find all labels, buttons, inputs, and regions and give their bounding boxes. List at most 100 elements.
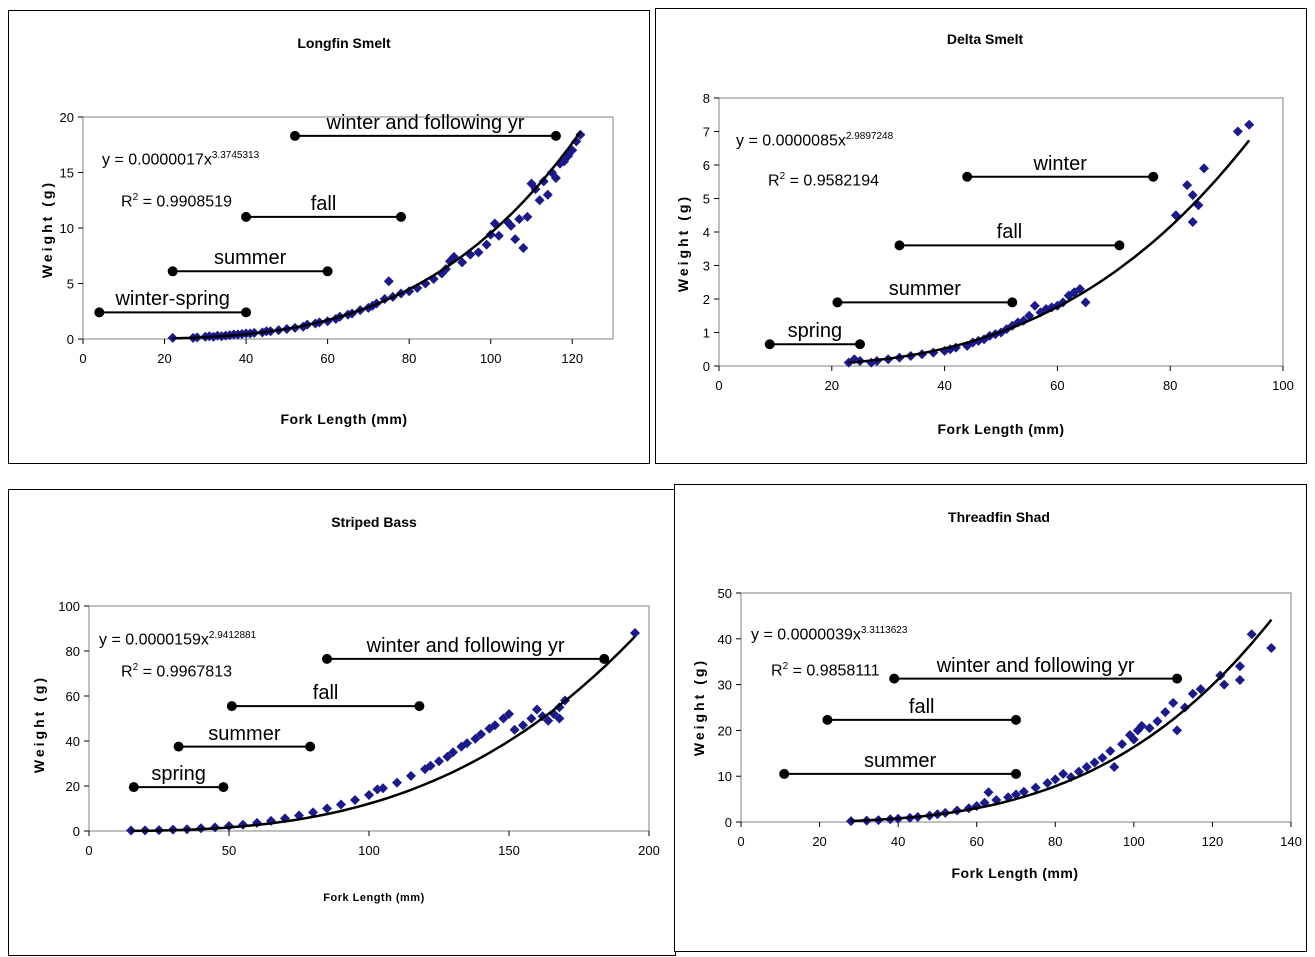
data-point xyxy=(518,720,528,731)
chart-title: Delta Smelt xyxy=(946,31,1024,47)
season-range-endpoint xyxy=(94,307,105,318)
y-tick-label: 20 xyxy=(60,110,74,125)
season-range-endpoint xyxy=(764,339,775,350)
season-range-endpoint xyxy=(241,307,252,318)
y-tick-label: 1 xyxy=(703,326,710,341)
y-tick-label: 50 xyxy=(718,586,732,601)
x-tick-label: 0 xyxy=(715,378,722,393)
data-point xyxy=(1081,762,1092,773)
season-range-endpoint xyxy=(1011,714,1021,725)
data-point xyxy=(1011,789,1021,800)
x-tick-label: 150 xyxy=(498,843,520,858)
season-range-endpoint xyxy=(832,297,843,308)
data-point xyxy=(322,803,332,814)
trendline-equation: y = 0.0000039x3.3113623 xyxy=(751,625,908,644)
y-tick-label: 10 xyxy=(60,221,74,236)
data-point xyxy=(364,790,374,800)
data-point xyxy=(1144,723,1155,734)
x-tick-label: 100 xyxy=(1272,378,1294,393)
plot-area xyxy=(718,97,1284,367)
chart-panel-longfin-smelt: 0 5 10 15 20 0 20 40 60 80 100 120 Longfin Smelt We… xyxy=(8,10,650,464)
data-point xyxy=(630,628,640,638)
season-range-endpoint xyxy=(822,714,833,725)
trendline xyxy=(850,618,1273,823)
data-point xyxy=(1182,180,1193,191)
data-point xyxy=(350,794,360,805)
season-label: fall xyxy=(310,192,337,215)
y-tick-label: 100 xyxy=(58,599,80,614)
data-point xyxy=(1244,119,1255,130)
season-range-endpoint xyxy=(1114,240,1125,251)
season-range-endpoint xyxy=(128,782,139,793)
r-squared-label: R2 = 0.9967813 xyxy=(121,662,232,681)
trendline-equation: y = 0.0000085x2.9897248 xyxy=(736,131,894,150)
data-point xyxy=(991,795,1002,806)
season-label: winter-spring xyxy=(115,288,230,311)
data-point xyxy=(1170,210,1181,221)
x-tick-label: 200 xyxy=(638,843,660,858)
chart-panel-threadfin-shad: 0 10 20 30 40 50 0 20 40 60 80 100 120 140 Threadfin … xyxy=(674,484,1307,952)
x-tick-label: 40 xyxy=(239,351,253,366)
data-point xyxy=(383,276,394,287)
data-point xyxy=(1074,283,1085,294)
trendline-equation: y = 0.0000159x2.9412881 xyxy=(99,630,257,649)
x-tick-label: 80 xyxy=(1163,378,1177,393)
x-tick-label: 120 xyxy=(561,351,583,366)
data-point xyxy=(1232,126,1243,137)
y-tick-label: 7 xyxy=(703,125,710,140)
x-tick-label: 100 xyxy=(1123,834,1145,849)
data-point xyxy=(1199,163,1210,174)
season-range-endpoint xyxy=(241,211,252,222)
data-point xyxy=(532,704,542,715)
data-point xyxy=(1234,675,1245,686)
x-tick-label: 100 xyxy=(480,351,502,366)
season-label: fall xyxy=(908,695,935,718)
data-point xyxy=(1030,782,1041,793)
data-point xyxy=(1029,300,1040,311)
season-range-endpoint xyxy=(889,673,900,684)
data-point xyxy=(470,733,481,744)
y-tick-label: 20 xyxy=(718,723,732,738)
season-range-endpoint xyxy=(167,266,178,277)
data-point xyxy=(542,189,553,200)
r-squared-label: R2 = 0.9858111 xyxy=(771,661,880,680)
season-label: winter and following yr xyxy=(366,634,565,657)
data-point xyxy=(1080,297,1091,308)
chart-panel-delta-smelt: 0 1 2 3 4 5 6 7 8 0 20 40 60 80 100 Delta Smelt Weight… xyxy=(655,8,1307,464)
chart-title: Striped Bass xyxy=(331,514,417,530)
data-point xyxy=(457,257,468,268)
x-axis-label: Fork Length (mm) xyxy=(323,892,425,904)
season-range-endpoint xyxy=(218,782,229,793)
trendline xyxy=(848,139,1251,364)
data-point xyxy=(252,817,262,828)
season-range-endpoint xyxy=(396,211,406,222)
season-label: winter xyxy=(1033,152,1087,175)
season-label: summer xyxy=(863,749,937,772)
x-tick-label: 100 xyxy=(358,843,380,858)
season-label: spring xyxy=(787,320,843,343)
data-point xyxy=(1234,661,1245,672)
season-range-endpoint xyxy=(1007,297,1018,308)
y-tick-label: 0 xyxy=(725,815,732,830)
trendline xyxy=(131,635,636,833)
y-tick-label: 8 xyxy=(703,91,710,106)
y-tick-label: 40 xyxy=(718,632,732,647)
y-tick-label: 3 xyxy=(703,259,710,274)
y-tick-label: 0 xyxy=(703,359,710,374)
data-point xyxy=(392,777,402,788)
season-range-endpoint xyxy=(1148,171,1159,182)
data-point xyxy=(448,747,458,758)
season-range-endpoint xyxy=(322,266,333,277)
season-label: winter and following yr xyxy=(326,111,525,134)
data-point xyxy=(534,195,545,206)
data-point xyxy=(1069,287,1080,298)
x-tick-label: 20 xyxy=(812,834,826,849)
y-axis-label: Weight (g) xyxy=(691,657,707,757)
y-axis-label: Weight (g) xyxy=(31,674,47,774)
data-point xyxy=(425,760,436,771)
data-point xyxy=(554,713,565,724)
data-point xyxy=(1187,688,1198,699)
x-tick-label: 40 xyxy=(937,378,951,393)
data-point xyxy=(1073,766,1084,777)
data-point xyxy=(518,242,529,253)
